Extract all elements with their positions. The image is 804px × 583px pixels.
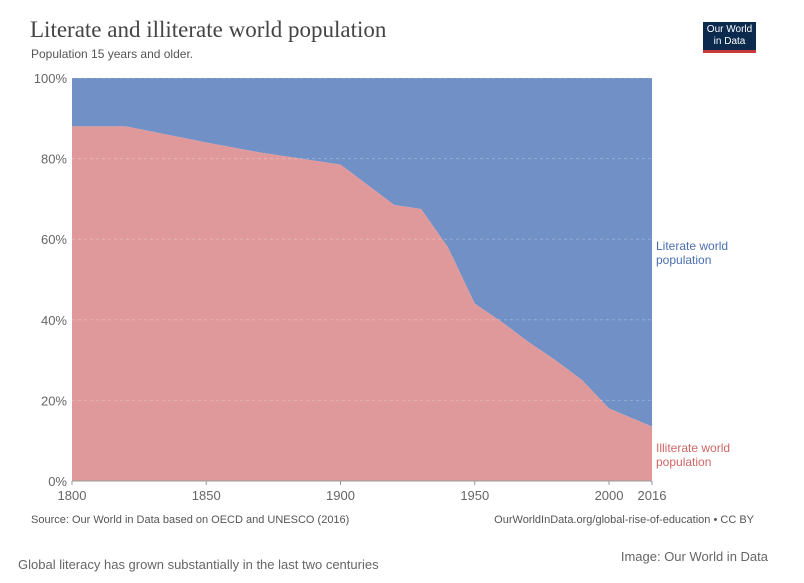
image-caption: Global literacy has grown substantially … [18,557,379,572]
literate-area [72,78,652,427]
source-url[interactable]: OurWorldInData.org/global-rise-of-educat… [494,514,754,526]
legend-literate: population [656,253,711,267]
x-tick-label: 1950 [460,488,489,503]
x-tick-label: 1850 [192,488,221,503]
x-tick-label: 1900 [326,488,355,503]
y-tick-label: 100% [34,71,68,86]
y-tick-label: 20% [41,393,67,408]
x-tick-label: 2016 [638,488,667,503]
owid-logo[interactable]: Our World in Data [703,22,756,53]
legend-illiterate: Illiterate world [656,441,730,455]
legend-illiterate: population [656,455,711,469]
legend-literate: Literate world [656,239,728,253]
y-tick-label: 40% [41,313,67,328]
x-tick-label: 1800 [58,488,87,503]
source-note: Source: Our World in Data based on OECD … [31,514,350,526]
illiterate-area [72,126,652,482]
y-tick-label: 60% [41,232,67,247]
y-tick-label: 80% [41,152,67,167]
y-tick-label: 0% [48,474,67,489]
area-chart: 0% 20% 40% 60% 80% 100% 1800 1850 1900 1950 2000 20… [34,71,730,503]
chart-title: Literate and illiterate world population [30,17,387,42]
chart-subtitle: Population 15 years and older. [31,47,194,61]
x-tick-label: 2000 [595,488,624,503]
image-credit: Image: Our World in Data [620,549,768,564]
